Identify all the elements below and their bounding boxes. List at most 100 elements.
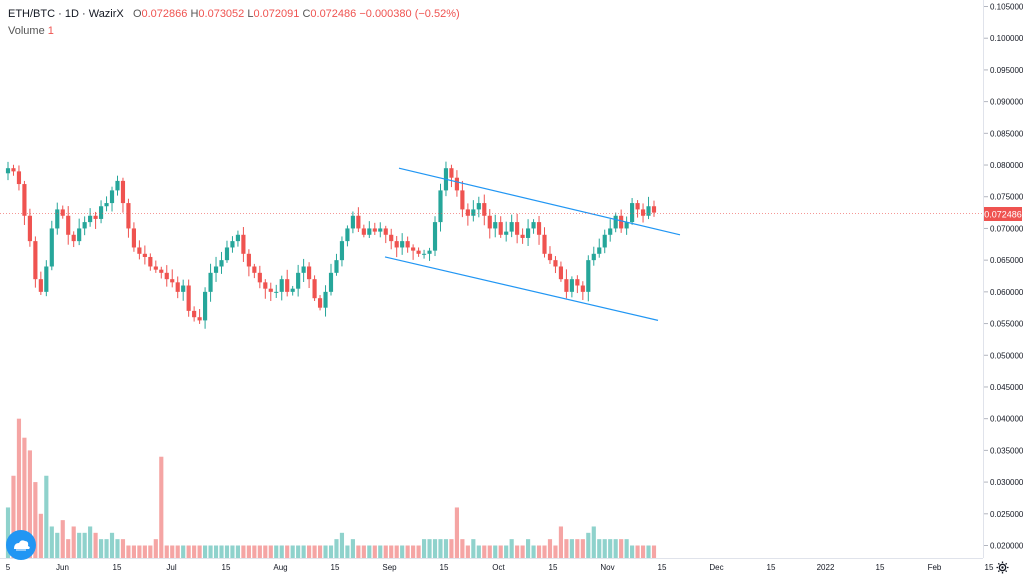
interval[interactable]: 1D [64,8,79,20]
candle-body [334,260,339,273]
candle-body [98,206,104,219]
volume-bar [49,526,54,558]
volume-bar [547,539,553,558]
candle-body [170,279,175,283]
volume-bar [635,545,640,558]
volume-bar [416,545,421,558]
exchange: WazirX [88,8,124,20]
volume-bar [367,545,372,558]
volume-bar [55,532,60,558]
volume-bar [553,545,558,558]
time-tick-label: 15 [222,563,231,572]
price-tick-label: 0.020000 [990,542,1024,551]
candle-body [104,203,109,207]
candle-body [646,206,651,216]
candle-body [109,190,115,204]
volume-bar [11,475,16,558]
volume-bar [279,545,284,558]
volume-bar [164,545,169,558]
sep-2: · [81,8,86,20]
time-tick-label: 15 [331,563,340,572]
candle-body [290,288,295,292]
candle-body [241,234,246,254]
candle-body [49,228,54,267]
candle-body [71,234,76,242]
candle-body [246,253,251,267]
candle-body [274,291,279,293]
volume-bar [263,545,268,558]
candle-body [285,279,290,292]
candle-body [257,272,262,283]
last-price-tag [984,207,1022,221]
low-value: 0.072091 [253,8,300,20]
candle-body [126,203,131,229]
volume-bar [115,539,120,558]
time-tick-label: Feb [928,563,942,572]
volume-bar [356,545,361,558]
volume-bar [197,545,202,558]
volume-bar [257,545,262,558]
candle-body [635,203,640,210]
candle-body [580,285,585,292]
time-tick-label: Dec [709,563,723,572]
volume-bar [339,532,345,558]
volume-bar [109,532,115,558]
candle-body [372,228,377,232]
candle-body [38,279,43,292]
volume-bar [608,539,613,558]
volume-bar [646,545,651,558]
candle-body [312,279,317,299]
volume-bar [246,545,251,558]
volume-bars [5,418,657,558]
candle-body [438,190,443,223]
candle-body [235,234,241,242]
candle-body [651,206,657,213]
candle-body [192,310,197,318]
cloud-logo-icon[interactable] [6,530,36,560]
candle-body [230,241,235,248]
volume-label[interactable]: Volume [8,25,45,37]
candle-body [482,203,487,216]
volume-bar [44,475,49,558]
candle-body [427,250,432,254]
volume-bar [509,539,514,558]
candle-body [542,234,547,254]
price-tick-label: 0.090000 [990,98,1024,107]
candle-body [460,190,465,210]
volume-bar [383,545,388,558]
candle-body [471,209,476,216]
volume-bar [460,539,465,558]
trend-channel[interactable] [384,167,681,321]
price-axis[interactable]: 0.105000 0.100000 0.095000 0.090000 0.085000… [984,3,1024,551]
volume-bar [542,545,547,558]
volume-bar [465,545,470,558]
volume-bar [454,507,459,558]
volume-bar [569,539,574,558]
volume-bar [526,539,531,558]
volume-bar [515,545,520,558]
volume-bar [580,539,585,558]
close-value: 0.072486 [310,8,357,20]
candle-body [421,253,427,255]
volume-bar [274,545,279,558]
candle-body [153,266,158,270]
volume-bar [93,532,98,558]
candle-body [328,272,334,292]
candle-body [356,215,361,229]
volume-bar [186,545,191,558]
gear-icon[interactable] [980,558,1024,576]
volume-bar [104,539,109,558]
last-price-label: 0.072486 [984,210,1022,220]
candle-body [624,222,629,229]
candle-body [411,247,416,251]
time-axis[interactable]: 5 Jun 15 Jul 15 Aug 15 Sep 15 Oct 15 Nov 15 Dec 15 2022… [6,563,994,572]
price-tick-label: 0.035000 [990,446,1024,455]
symbol-name[interactable]: ETH/BTC [8,8,56,20]
candle-body [268,288,273,292]
candle-body [181,285,186,292]
candle-body [536,222,542,235]
candlesticks [5,161,657,329]
volume-bar [498,545,503,558]
time-tick-label: Aug [273,563,287,572]
